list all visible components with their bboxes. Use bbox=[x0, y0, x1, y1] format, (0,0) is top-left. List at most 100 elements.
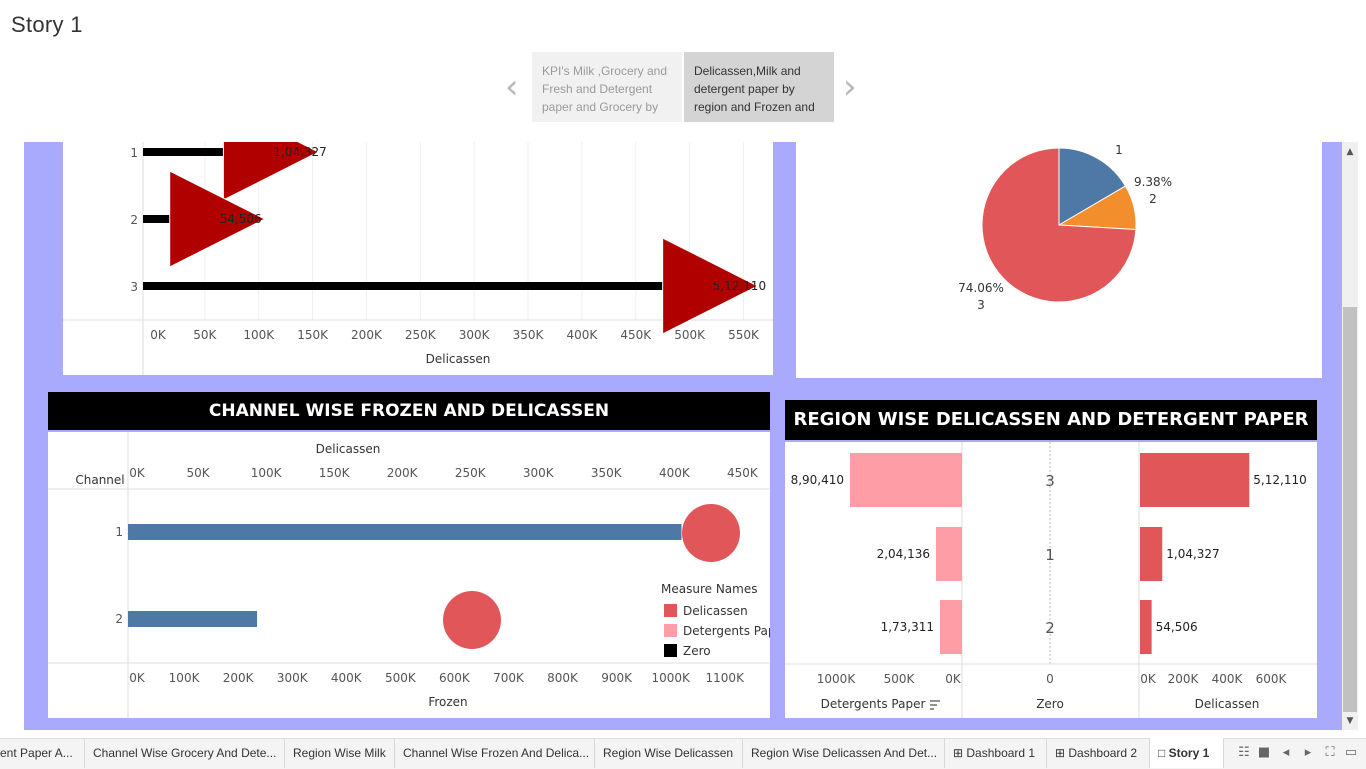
axis-title: Frozen bbox=[428, 695, 467, 709]
value-label: 5,12,110 bbox=[1253, 473, 1306, 487]
next-story-point-icon[interactable]: › bbox=[843, 67, 857, 107]
tick-label: 100K bbox=[251, 466, 283, 480]
tick-label: 200K bbox=[1168, 672, 1200, 686]
tick-label: 150K bbox=[319, 466, 351, 480]
region-delicassen-detergent-chart: 8,90,410 3 5,12,110 2,04,136 1 1,04,327 1,73,3… bbox=[785, 442, 1317, 718]
tick-label: 500K bbox=[884, 672, 916, 686]
dashboard-icon: ⊞ bbox=[1055, 746, 1069, 760]
tick-label: 500K bbox=[674, 328, 706, 342]
value-label: 8,90,410 bbox=[791, 473, 844, 487]
tick-label: 500K bbox=[385, 671, 417, 685]
tab-story-1[interactable]: □ Story 1 bbox=[1150, 738, 1224, 768]
tick-label: 0K bbox=[945, 672, 962, 686]
tick-label: 0K bbox=[1140, 672, 1157, 686]
tick-label: 1000K bbox=[651, 671, 691, 685]
tab-dashboard-1[interactable]: ⊞ Dashboard 1 bbox=[945, 738, 1047, 768]
slice-category: 2 bbox=[1149, 192, 1157, 206]
region-pie-chart: 1 9.38% 2 74.06% 3 bbox=[958, 143, 1172, 312]
fullscreen-icon[interactable]: ⛶ bbox=[1325, 745, 1335, 760]
row-header: Channel bbox=[75, 473, 124, 487]
tick-label: 450K bbox=[727, 466, 759, 480]
bar-delicassen bbox=[1140, 453, 1250, 507]
value-label: 5,12,110 bbox=[713, 279, 766, 293]
scroll-down-icon[interactable]: ▼ bbox=[1346, 716, 1354, 726]
legend-label: Delicassen bbox=[683, 604, 748, 618]
tick-label: 0K bbox=[150, 328, 167, 342]
tab-label: Story 1 bbox=[1168, 746, 1210, 760]
tick-label: 300K bbox=[459, 328, 491, 342]
story-point-1[interactable]: KPI's Milk ,Grocery and Fresh and Deterg… bbox=[532, 52, 682, 122]
scroll-up-icon[interactable]: ▲ bbox=[1346, 147, 1354, 157]
tab-sheet[interactable]: Channel Wise Frozen And Delica... bbox=[395, 738, 595, 768]
tick-label: 450K bbox=[620, 328, 652, 342]
tab-sheet[interactable]: ent Paper A... bbox=[0, 738, 85, 768]
pie-slice bbox=[981, 147, 1137, 303]
delicassen-region-chart: 1 2 3 1,04,327 54,506 5,12,110 0K 50K 100K 150K 20… bbox=[63, 142, 773, 375]
sheet-tab-bar bbox=[0, 738, 1366, 769]
tick-label: 550K bbox=[728, 328, 760, 342]
tick-label: 150K bbox=[297, 328, 329, 342]
tick-label: 400K bbox=[1212, 672, 1244, 686]
tick-label: 300K bbox=[277, 671, 309, 685]
value-label: 54,506 bbox=[220, 212, 262, 226]
bar-frozen bbox=[128, 611, 258, 627]
tab-label: Dashboard 1 bbox=[966, 746, 1036, 760]
previous-story-point-icon[interactable]: ‹ bbox=[505, 67, 519, 107]
slice-label: 74.06% bbox=[958, 281, 1004, 295]
tab-dashboard-2[interactable]: ⊞ Dashboard 2 bbox=[1047, 738, 1150, 768]
channel-wise-title: CHANNEL WISE FROZEN AND DELICASSEN bbox=[48, 392, 770, 430]
story-point-2[interactable]: Delicassen,Milk and detergent paper by r… bbox=[684, 52, 834, 122]
region-label: 3 bbox=[1045, 472, 1055, 490]
tick-label: 250K bbox=[405, 328, 437, 342]
legend-swatch bbox=[664, 624, 677, 637]
legend-swatch bbox=[664, 644, 677, 657]
tick-label: 0K bbox=[129, 466, 146, 480]
slice-label: 9.38% bbox=[1134, 175, 1172, 189]
scrollbar-thumb[interactable] bbox=[1343, 307, 1357, 712]
triangle-marker bbox=[662, 237, 759, 335]
value-label: 1,04,327 bbox=[1166, 547, 1219, 561]
tab-sheet[interactable]: Channel Wise Grocery And Dete... bbox=[85, 738, 285, 768]
tab-prev-icon[interactable]: ◂ bbox=[1282, 745, 1290, 760]
tab-sheet[interactable]: Region Wise Delicassen And Det... bbox=[743, 738, 945, 768]
tick-label: 400K bbox=[331, 671, 363, 685]
slice-label: 1 bbox=[1115, 143, 1123, 157]
region-label: 1 bbox=[1045, 546, 1055, 564]
slice-category: 3 bbox=[977, 298, 985, 312]
axis-title: Zero bbox=[1036, 697, 1064, 711]
tick-label: 400K bbox=[566, 328, 598, 342]
axis-title: Delicassen bbox=[316, 442, 381, 456]
sort-icon bbox=[930, 700, 940, 710]
bar-detergents-paper bbox=[936, 527, 962, 581]
legend-label: Detergents Paper bbox=[683, 624, 770, 638]
axis-title: Delicassen bbox=[426, 352, 491, 366]
tab-sheet[interactable]: Region Wise Delicassen bbox=[595, 738, 743, 768]
value-label: 1,73,311 bbox=[881, 620, 934, 634]
tick-label: 300K bbox=[523, 466, 555, 480]
bar-delicassen bbox=[1140, 527, 1163, 581]
tick-label: 1000K bbox=[817, 672, 857, 686]
row-label: 2 bbox=[130, 213, 138, 227]
tab-sheet[interactable]: Region Wise Milk bbox=[285, 738, 395, 768]
tick-label: 0K bbox=[129, 671, 146, 685]
panel-delicassen-by-region: 1 2 3 1,04,327 54,506 5,12,110 0K 50K 100K 150K 20… bbox=[63, 142, 773, 375]
row-label: 3 bbox=[130, 280, 138, 294]
presentation-icon[interactable]: ▭ bbox=[1344, 745, 1358, 760]
value-label: 1,04,327 bbox=[273, 145, 326, 159]
panel-region-pie: 1 9.38% 2 74.06% 3 bbox=[796, 142, 1322, 378]
value-label: 2,04,136 bbox=[877, 547, 930, 561]
tick-label: 50K bbox=[186, 466, 210, 480]
tab-label: Dashboard 2 bbox=[1068, 746, 1138, 760]
bar-detergents-paper bbox=[850, 453, 962, 507]
tick-label: 200K bbox=[387, 466, 419, 480]
tick-label: 900K bbox=[601, 671, 633, 685]
single-view-icon[interactable]: ■ bbox=[1257, 745, 1271, 760]
legend-swatch bbox=[664, 604, 677, 617]
grid-view-icon[interactable]: ☷ bbox=[1238, 745, 1250, 760]
tab-next-icon[interactable]: ▸ bbox=[1304, 745, 1312, 760]
bar-frozen bbox=[128, 524, 682, 540]
tick-label: 200K bbox=[223, 671, 255, 685]
row-label: 1 bbox=[130, 146, 138, 160]
bar bbox=[143, 148, 264, 156]
tick-label: 100K bbox=[243, 328, 275, 342]
